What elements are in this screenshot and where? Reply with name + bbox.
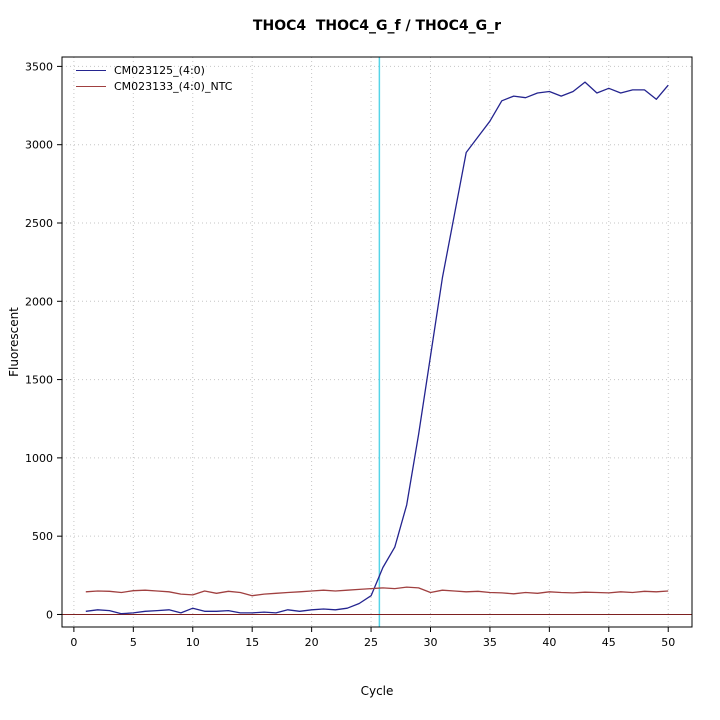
legend-item-sample: CM023125_(4:0)	[76, 62, 232, 78]
y-axis-label: Fluorescent	[7, 307, 21, 377]
series-line-0	[85, 81, 669, 615]
y-tick-label: 1000	[25, 452, 53, 465]
x-axis-label: Cycle	[360, 684, 394, 698]
legend-label-sample: CM023125_(4:0)	[114, 63, 205, 77]
y-tick-label: 1500	[25, 374, 53, 387]
x-tick-label: 30	[423, 636, 437, 649]
y-tick-label: 3500	[25, 60, 53, 73]
x-tick-label: 0	[70, 636, 77, 649]
y-tick-label: 2500	[25, 217, 53, 230]
x-tick-label: 10	[186, 636, 200, 649]
x-tick-label: 5	[130, 636, 137, 649]
series-line-1	[85, 586, 669, 597]
x-tick-label: 25	[364, 636, 378, 649]
legend-label-ntc: CM023133_(4:0)_NTC	[114, 79, 233, 93]
y-tick-label: 500	[32, 530, 53, 543]
x-tick-label: 40	[542, 636, 556, 649]
y-tick-label: 0	[46, 608, 53, 621]
x-tick-label: 15	[245, 636, 259, 649]
x-tick-label: 20	[305, 636, 319, 649]
legend-item-ntc: CM023133_(4:0)_NTC	[76, 78, 232, 94]
legend-line-sample-icon	[76, 69, 106, 71]
x-tick-label: 35	[483, 636, 497, 649]
y-tick-label: 3000	[25, 139, 53, 152]
legend-line-ntc-icon	[76, 85, 106, 87]
x-tick-label: 45	[602, 636, 616, 649]
legend: CM023125_(4:0) CM023133_(4:0)_NTC	[76, 62, 232, 94]
x-tick-label: 50	[661, 636, 675, 649]
plot-border	[61, 56, 693, 628]
chart-title: THOC4 THOC4_G_f / THOC4_G_r	[252, 18, 502, 34]
y-tick-label: 2000	[25, 295, 53, 308]
